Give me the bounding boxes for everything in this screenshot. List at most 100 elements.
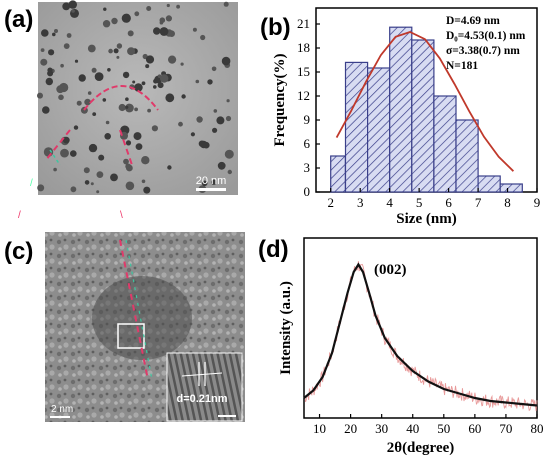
xrd-raw-noise — [303, 261, 538, 412]
nanoparticle — [211, 179, 217, 185]
nanoparticle — [212, 127, 218, 133]
nanoparticle — [153, 85, 157, 89]
nanoparticle — [211, 66, 217, 72]
nanoparticle — [195, 79, 200, 84]
nanoparticle — [224, 149, 234, 159]
nanoparticle — [217, 161, 226, 170]
inset-arrow — [181, 372, 223, 377]
x-tick-label-d: 50 — [437, 421, 450, 436]
nanoparticle — [116, 43, 123, 49]
x-axis-label-b: Size (nm) — [396, 211, 456, 227]
nanoparticle — [200, 34, 206, 41]
nanoparticle — [104, 133, 111, 140]
nanoparticle — [87, 44, 96, 53]
nanoparticle — [227, 169, 232, 175]
dash-marker-c-pink — [119, 239, 149, 381]
nanoparticle — [91, 67, 97, 73]
histogram-bar — [389, 26, 413, 193]
nanoparticle — [166, 3, 170, 8]
nanoparticle — [52, 32, 56, 37]
nanoparticle — [42, 106, 50, 114]
x-tick-label-b: 6 — [445, 195, 452, 210]
nanoparticle — [201, 180, 208, 187]
nanoparticle — [71, 9, 75, 13]
x-tick-label-b: 9 — [534, 195, 541, 210]
nanoparticle — [123, 158, 129, 165]
nanoparticle — [107, 68, 111, 72]
nanoparticle — [58, 94, 64, 101]
nanoparticle — [143, 186, 151, 194]
decorative-ticks: / / \ — [18, 178, 123, 221]
histogram-bar — [433, 95, 457, 193]
nanoparticle — [37, 184, 45, 192]
nanoparticle — [70, 150, 77, 157]
nanoparticle — [160, 74, 169, 83]
stray-mark-1: / — [30, 178, 33, 189]
panel-b-histogram: 2 3 4 5 6 7 8 9 0 3 6 9 12 15 18 21 Size (nm) Frequency(%… — [272, 7, 541, 227]
nanoparticle — [70, 186, 77, 193]
nanoparticle — [56, 85, 65, 94]
nanoparticle — [83, 167, 90, 174]
nanoparticle — [200, 140, 208, 149]
nanoparticle — [116, 55, 120, 59]
nanoparticle — [62, 136, 70, 144]
nanoparticle — [96, 190, 100, 194]
x-tick-label-d: 30 — [375, 421, 388, 436]
nanoparticle — [181, 94, 186, 99]
nanoparticle — [133, 132, 142, 141]
panel-a-tem-image: 20 nm — [37, 0, 238, 195]
nanoparticle — [134, 107, 139, 112]
nanoparticle — [157, 82, 164, 89]
nanoparticle — [76, 100, 82, 106]
nanoparticle — [141, 81, 146, 86]
scale-bar-c-label: 2 nm — [51, 404, 73, 415]
nanoparticle — [84, 180, 90, 185]
nanoparticle — [176, 4, 181, 9]
nanoparticle — [62, 2, 71, 11]
nanoparticle — [96, 171, 104, 179]
x-tick-label-b: 8 — [504, 195, 511, 210]
plot-frame-d — [303, 237, 538, 419]
nanoparticle — [47, 67, 53, 73]
x-tick-label-d: 80 — [531, 421, 544, 436]
y-tick-label-b: 15 — [297, 64, 310, 79]
nanoparticle — [53, 167, 57, 172]
nanoparticle — [73, 125, 79, 130]
nanoparticle — [207, 79, 213, 85]
x-tick-label-b: 5 — [416, 195, 423, 210]
nanoparticle — [125, 163, 132, 170]
nanoparticle — [45, 77, 53, 86]
nanoparticle — [125, 181, 135, 191]
nanoparticle — [63, 43, 70, 49]
histogram-bar — [455, 119, 479, 193]
nanoparticle — [41, 29, 49, 37]
nanoparticle — [78, 74, 86, 82]
nanoparticle — [40, 48, 45, 52]
nanoparticle — [192, 27, 197, 32]
y-tick-label-b: 21 — [297, 16, 310, 31]
x-tick-label-b: 4 — [386, 195, 393, 210]
scale-bar-a — [196, 188, 226, 191]
tem-overlay-markers — [45, 85, 159, 166]
nanoparticle — [118, 103, 126, 112]
nanoparticle — [178, 121, 183, 127]
nanoparticle — [87, 91, 92, 95]
x-tick-label-d: 20 — [344, 421, 357, 436]
nanoparticle — [145, 64, 150, 69]
stray-mark-3: \ — [120, 210, 123, 221]
fit-annotation: σ=3.38(0.7) nm — [446, 45, 520, 57]
y-tick-label-b: 3 — [304, 160, 311, 175]
histogram-bar — [367, 67, 391, 193]
x-tick-label-b: 3 — [357, 195, 364, 210]
histogram-bar — [411, 39, 435, 193]
nanoparticle — [74, 59, 79, 63]
x-tick-label-d: 60 — [468, 421, 481, 436]
nanoparticle — [108, 48, 113, 54]
nanoparticle — [147, 108, 152, 113]
nanoparticle-dots — [37, 0, 234, 194]
nanoparticle — [141, 156, 150, 165]
nanoparticle — [84, 98, 91, 106]
nanoparticle — [216, 116, 225, 125]
nanoparticle — [111, 17, 118, 25]
histogram-bar — [499, 183, 523, 193]
